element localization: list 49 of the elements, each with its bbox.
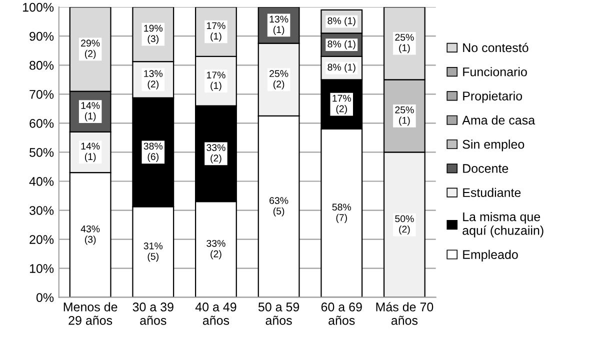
data-label: 43% (3) [80, 225, 100, 245]
legend-label: Sin empleo [462, 140, 524, 152]
x-tick-label: Menos de 29 años [64, 302, 118, 325]
data-label: 13% (1) [270, 16, 288, 35]
data-label: 19% (3) [144, 24, 163, 44]
data-label: 14% (1) [81, 102, 100, 122]
x-tick-label: 60 a 69 años [321, 302, 362, 325]
y-tick-label: 90% [30, 32, 54, 41]
x-tick-label: 40 a 49 años [195, 302, 236, 325]
legend-label: Propietario [463, 91, 522, 103]
x-tick-label: Más de 70 años [376, 302, 434, 325]
legend-label: Docente [463, 164, 508, 173]
data-label: 25% (1) [395, 34, 414, 54]
y-tick-label: 50% [30, 148, 54, 157]
data-label: 25% (2) [270, 70, 288, 90]
data-label: 8% (1) [328, 64, 356, 73]
y-tick-label: 40% [29, 177, 54, 186]
data-label: 17% (2) [332, 94, 352, 114]
legend-label: Estudiante [463, 188, 521, 198]
data-label: 31% (5) [144, 242, 163, 262]
data-label: 50% (2) [395, 215, 414, 235]
data-label: 8% (1) [328, 40, 356, 50]
data-label: 63% (5) [270, 197, 288, 216]
legend-label: Ama de casa [462, 115, 536, 125]
y-tick-label: 10% [30, 264, 54, 273]
x-tick-label: 30 a 39 años [132, 302, 174, 325]
data-label: 13% (2) [144, 70, 163, 90]
data-label: 38% (6) [144, 142, 163, 162]
data-label: 14% (1) [81, 142, 100, 162]
y-tick-label: 100% [23, 2, 54, 12]
y-tick-label: 70% [30, 90, 54, 99]
data-label: 17% (1) [206, 22, 226, 42]
y-tick-label: 30% [30, 206, 54, 215]
data-label: 8% (1) [328, 17, 356, 26]
y-tick-label: 0% [36, 293, 54, 302]
data-label: 33% (2) [206, 240, 226, 260]
y-tick-label: 20% [30, 235, 54, 244]
data-label: 58% (7) [332, 204, 352, 223]
x-tick-label: 50 a 59 años [258, 302, 300, 325]
y-tick-label: 80% [30, 60, 54, 70]
data-label: 25% (1) [395, 106, 414, 126]
legend-label: La misma que aquí (chuzaiin) [462, 212, 544, 238]
legend-label: Empleado [463, 250, 518, 262]
legend-label: Funcionario [463, 67, 527, 76]
data-label: 29% (2) [81, 40, 100, 59]
data-label: 33% (2) [206, 144, 226, 164]
legend-label: No contestó [463, 42, 528, 52]
y-tick-label: 60% [30, 118, 54, 128]
data-label: 17% (1) [206, 72, 226, 91]
